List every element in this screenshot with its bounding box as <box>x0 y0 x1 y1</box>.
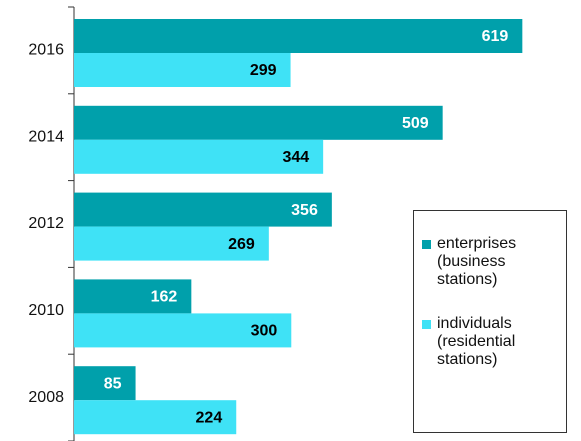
bar <box>74 313 292 348</box>
value-label: 619 <box>482 28 509 45</box>
y-tick-label: 2016 <box>28 42 64 59</box>
legend-swatch <box>422 240 431 249</box>
bar <box>74 53 291 87</box>
bar <box>74 192 332 227</box>
y-tick-label: 2008 <box>28 389 64 406</box>
value-label: 224 <box>196 409 223 426</box>
legend-swatch <box>422 320 431 329</box>
bar <box>74 105 443 140</box>
y-tick-label: 2012 <box>28 215 64 232</box>
legend-label: enterprises (business stations) <box>437 235 517 288</box>
value-label: 85 <box>104 375 122 392</box>
value-label: 509 <box>402 115 429 132</box>
value-label: 300 <box>251 323 278 340</box>
legend-item: enterprises (business stations) <box>422 235 560 289</box>
bar <box>74 19 523 53</box>
bar <box>74 279 192 314</box>
legend: enterprises (business stations) individua… <box>413 210 567 433</box>
value-label: 356 <box>291 202 318 219</box>
value-label: 344 <box>282 149 309 166</box>
legend-label: individuals (residential stations) <box>437 315 516 368</box>
bar <box>74 226 269 261</box>
value-label: 299 <box>250 62 277 79</box>
bar <box>74 139 324 174</box>
value-label: 162 <box>151 289 178 306</box>
bar <box>74 400 237 435</box>
y-tick-label: 2010 <box>28 302 64 319</box>
value-label: 269 <box>228 236 255 253</box>
bar <box>74 366 136 401</box>
y-tick-label: 2014 <box>28 128 64 145</box>
legend-item: individuals (residential stations) <box>422 315 560 369</box>
